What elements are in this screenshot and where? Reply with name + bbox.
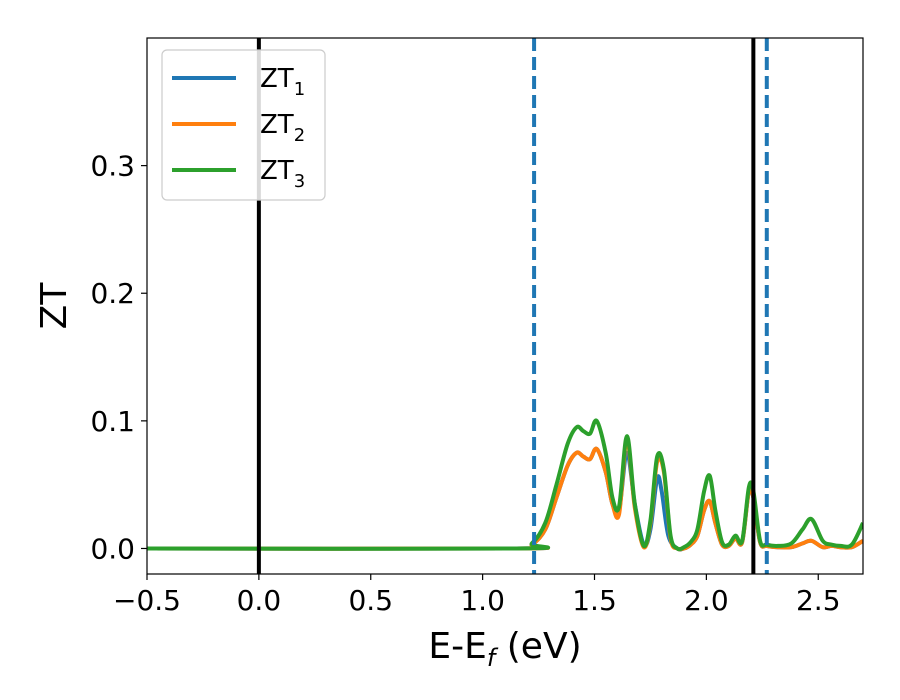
y-axis: 0.0 0.1 0.2 0.3 xyxy=(90,150,147,565)
y-tick-label: 0.1 xyxy=(90,405,135,438)
x-tick-label: 2.0 xyxy=(684,584,729,617)
x-axis-label: E-Ef (eV) xyxy=(428,626,581,672)
x-tick-label: 1.5 xyxy=(572,584,617,617)
series-line-zt3 xyxy=(147,418,863,552)
legend-label-zt1: ZT1 xyxy=(260,64,305,100)
legend-box xyxy=(161,49,326,201)
x-tick-label: 0.0 xyxy=(237,584,282,617)
plot-frame xyxy=(146,37,864,575)
x-axis-label-main: E-E xyxy=(428,626,486,667)
legend-label-zt3: ZT3 xyxy=(260,156,305,192)
legend: ZT1 ZT2 ZT3 xyxy=(161,49,326,201)
y-tick-label: 0.2 xyxy=(90,277,135,310)
y-axis-label: ZT xyxy=(34,282,75,330)
x-axis: −0.5 0.0 0.5 1.0 1.5 2.0 2.5 xyxy=(113,574,841,617)
y-tick-label: 0.0 xyxy=(90,532,135,565)
legend-label-zt2: ZT2 xyxy=(260,110,305,146)
x-tick-label: −0.5 xyxy=(113,584,181,617)
x-axis-label-unit: (eV) xyxy=(495,626,581,667)
x-tick-label: 2.5 xyxy=(796,584,841,617)
x-tick-label: 1.0 xyxy=(460,584,505,617)
y-tick-label: 0.3 xyxy=(90,150,135,183)
x-tick-label: 0.5 xyxy=(348,584,393,617)
